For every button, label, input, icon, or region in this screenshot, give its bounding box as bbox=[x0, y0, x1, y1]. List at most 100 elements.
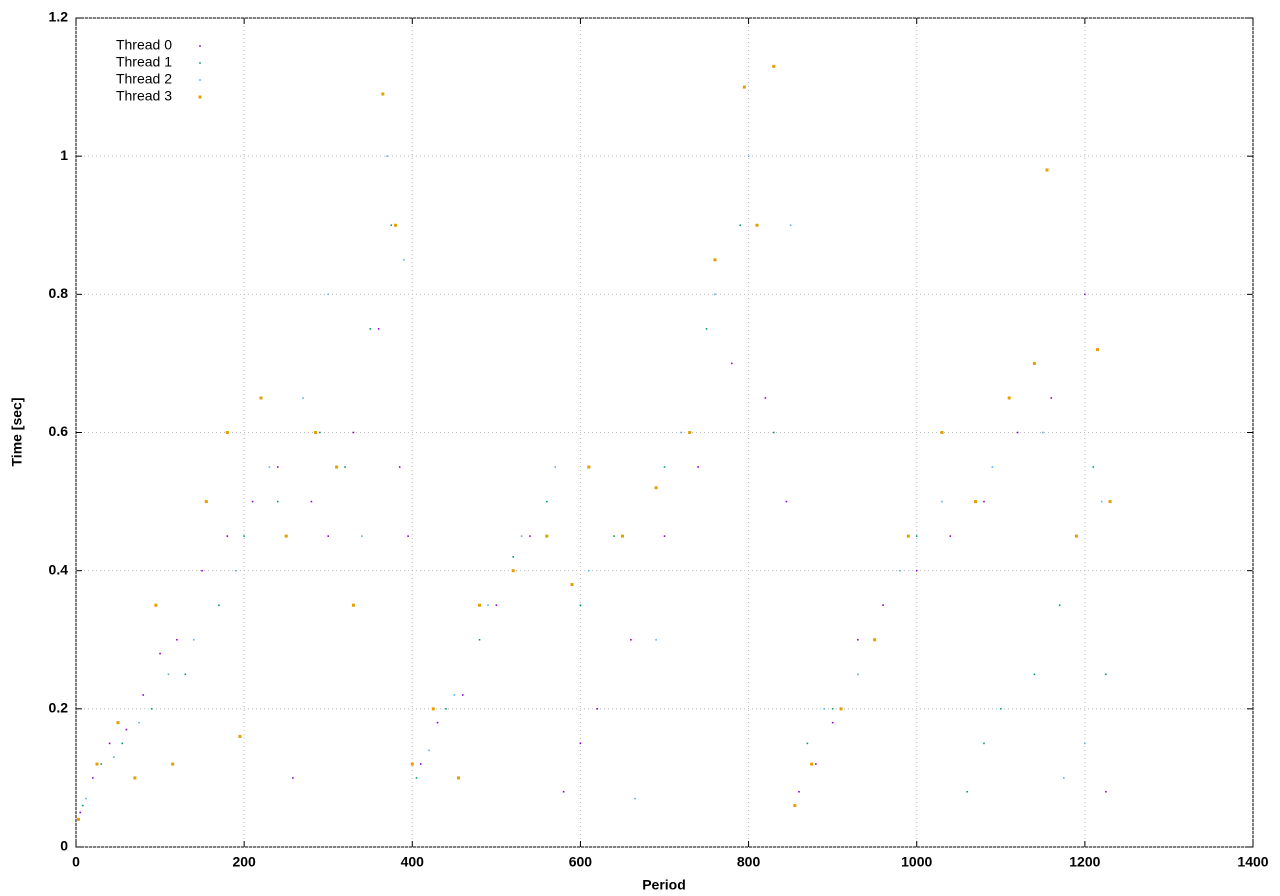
data-point bbox=[831, 708, 834, 710]
data-point bbox=[697, 466, 699, 468]
data-point bbox=[587, 465, 591, 469]
data-point bbox=[478, 638, 481, 641]
data-point bbox=[314, 431, 318, 434]
x-tick-label: 1400 bbox=[1237, 854, 1268, 870]
data-point bbox=[991, 466, 994, 468]
x-tick-label: 600 bbox=[569, 854, 593, 870]
y-tick-label: 0.2 bbox=[49, 700, 69, 716]
x-tick-label: 0 bbox=[72, 854, 80, 870]
data-point bbox=[251, 500, 254, 503]
data-point bbox=[176, 638, 178, 641]
data-point bbox=[125, 728, 128, 731]
data-point bbox=[116, 721, 120, 725]
data-point bbox=[445, 708, 447, 710]
data-point bbox=[259, 396, 263, 400]
data-point bbox=[545, 534, 549, 538]
data-point bbox=[588, 569, 590, 572]
data-point bbox=[785, 500, 788, 503]
legend-label: Thread 0 bbox=[116, 37, 172, 53]
data-point bbox=[730, 362, 733, 365]
data-point bbox=[234, 569, 237, 572]
data-point bbox=[478, 603, 482, 607]
data-point bbox=[108, 742, 111, 745]
data-point bbox=[1084, 742, 1086, 745]
legend-marker bbox=[199, 79, 201, 81]
data-point bbox=[1105, 790, 1107, 793]
data-point bbox=[361, 535, 363, 537]
data-point bbox=[1058, 604, 1061, 607]
data-point bbox=[857, 638, 859, 641]
data-point bbox=[487, 604, 489, 607]
data-point bbox=[546, 500, 548, 503]
data-point bbox=[184, 673, 187, 676]
data-point bbox=[95, 762, 99, 766]
data-point bbox=[419, 763, 422, 765]
data-point bbox=[654, 486, 658, 490]
data-point bbox=[1045, 168, 1049, 172]
data-point bbox=[1050, 397, 1053, 399]
legend-marker bbox=[198, 95, 202, 99]
data-point bbox=[1092, 466, 1095, 468]
data-point bbox=[663, 466, 666, 468]
data-point bbox=[138, 721, 140, 724]
data-point bbox=[680, 431, 683, 434]
data-point bbox=[857, 673, 859, 676]
data-point bbox=[839, 707, 843, 711]
data-point bbox=[1084, 293, 1086, 296]
legend-marker bbox=[199, 62, 201, 64]
data-point bbox=[327, 535, 330, 537]
data-point bbox=[940, 431, 944, 434]
data-point bbox=[983, 500, 985, 503]
data-point bbox=[201, 569, 203, 572]
data-point bbox=[268, 466, 271, 468]
data-point bbox=[204, 500, 208, 504]
data-point bbox=[407, 535, 409, 537]
data-point bbox=[941, 500, 943, 503]
data-point bbox=[613, 535, 615, 537]
data-point bbox=[688, 431, 692, 434]
data-point bbox=[431, 707, 435, 711]
data-point bbox=[386, 155, 388, 157]
y-tick-label: 0 bbox=[60, 838, 68, 854]
x-tick-label: 1000 bbox=[901, 854, 932, 870]
data-point bbox=[873, 638, 877, 642]
data-point bbox=[974, 500, 978, 504]
data-point bbox=[764, 397, 767, 399]
data-point bbox=[529, 535, 531, 537]
data-point bbox=[276, 466, 279, 468]
y-axis-label: Time [sec] bbox=[9, 398, 25, 467]
data-point bbox=[999, 708, 1002, 710]
data-point bbox=[1016, 431, 1019, 434]
data-point bbox=[192, 638, 195, 641]
data-point bbox=[415, 777, 418, 779]
data-point bbox=[167, 673, 170, 676]
data-point bbox=[772, 431, 775, 434]
data-point bbox=[899, 569, 901, 572]
data-point bbox=[806, 742, 809, 745]
data-point bbox=[1063, 777, 1065, 779]
data-point bbox=[351, 603, 355, 607]
legend-label: Thread 2 bbox=[116, 71, 172, 87]
data-point bbox=[831, 721, 834, 724]
data-point bbox=[284, 534, 288, 538]
x-tick-label: 800 bbox=[737, 854, 761, 870]
data-point bbox=[310, 500, 313, 503]
data-point bbox=[77, 817, 81, 821]
data-point bbox=[1105, 673, 1107, 676]
data-point bbox=[171, 762, 175, 766]
data-point bbox=[335, 465, 339, 469]
data-point bbox=[79, 811, 82, 814]
data-point bbox=[113, 756, 115, 758]
data-point bbox=[966, 790, 968, 793]
data-point bbox=[512, 556, 514, 558]
data-point bbox=[398, 466, 401, 468]
data-point bbox=[377, 328, 380, 330]
data-point bbox=[495, 604, 498, 607]
data-point bbox=[81, 804, 84, 807]
data-point bbox=[390, 224, 393, 227]
legend-marker bbox=[199, 45, 201, 47]
data-point bbox=[554, 466, 557, 468]
data-point bbox=[520, 535, 523, 537]
data-point bbox=[511, 569, 515, 573]
data-point bbox=[949, 535, 952, 537]
